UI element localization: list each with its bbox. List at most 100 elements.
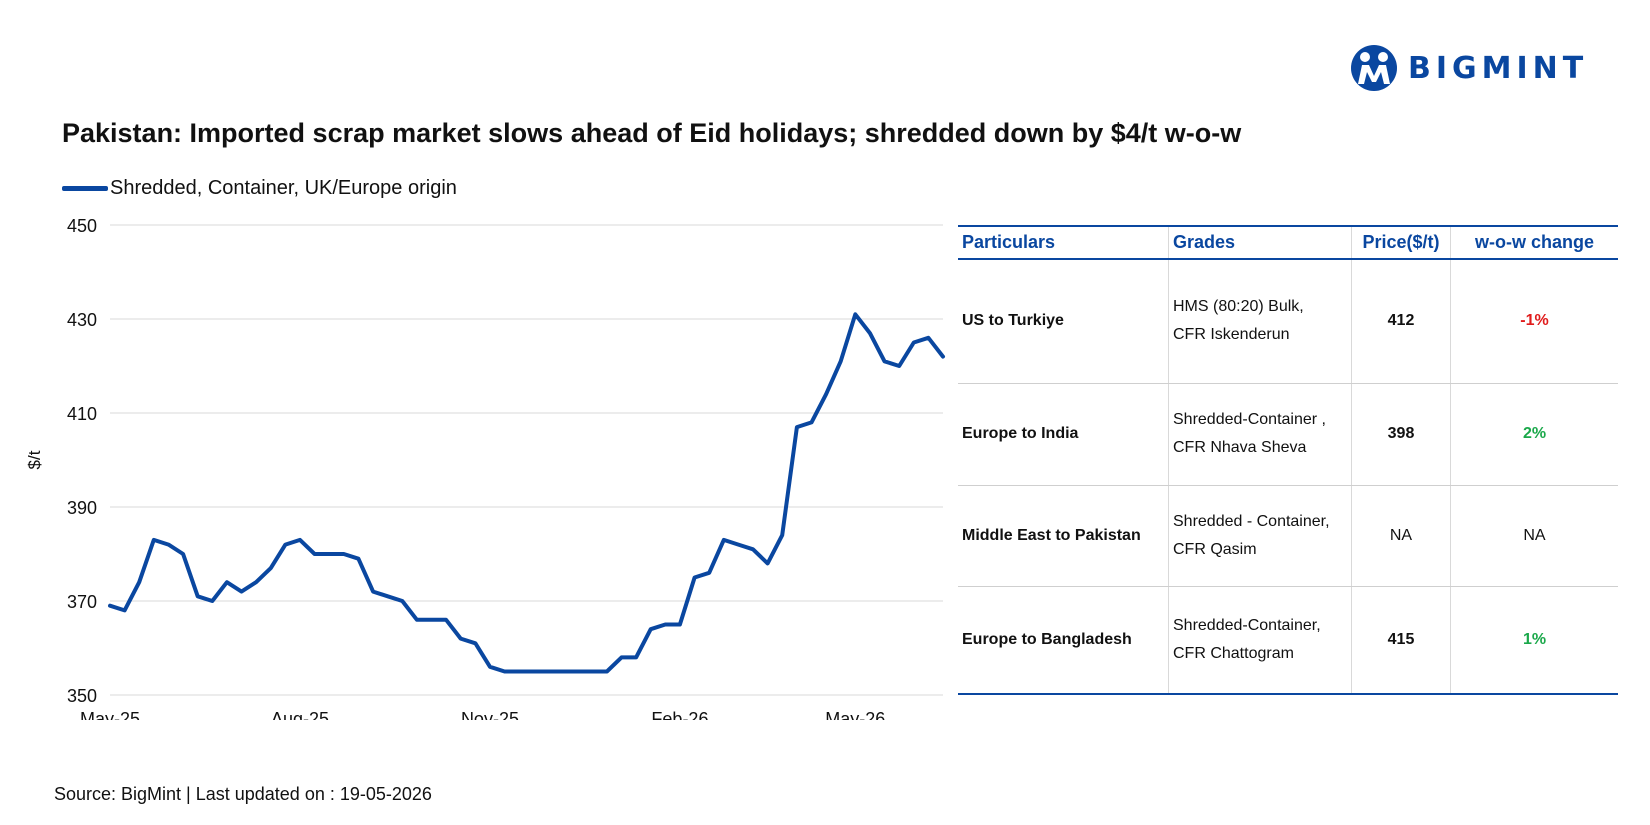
row-change: -1% <box>1450 259 1618 384</box>
y-tick-label: 410 <box>67 404 97 424</box>
table-row: Europe to Bangladesh Shredded-Container,… <box>958 586 1618 695</box>
data-point <box>196 595 199 598</box>
row-grade: Shredded - Container, CFR Qasim <box>1168 485 1352 587</box>
row-grade: HMS (80:20) Bulk, CFR Iskenderun <box>1168 259 1352 384</box>
data-point <box>255 581 258 584</box>
table-row: Middle East to Pakistan Shredded - Conta… <box>958 485 1618 587</box>
data-point <box>766 562 769 565</box>
chart-legend: Shredded, Container, UK/Europe origin <box>62 177 457 200</box>
header-price: Price($/t) <box>1351 225 1451 260</box>
data-point <box>518 670 521 673</box>
x-tick-label: Aug-25 <box>271 709 329 720</box>
y-tick-label: 430 <box>67 310 97 330</box>
row-grade: Shredded-Container, CFR Chattogram <box>1168 586 1352 695</box>
header-grades: Grades <box>1168 225 1352 260</box>
data-point <box>576 670 579 673</box>
data-point <box>386 595 389 598</box>
data-point <box>722 538 725 541</box>
data-point <box>269 567 272 570</box>
data-point <box>693 576 696 579</box>
data-point <box>605 670 608 673</box>
data-point <box>678 623 681 626</box>
data-point <box>737 543 740 546</box>
data-point <box>357 557 360 560</box>
data-point <box>298 538 301 541</box>
data-point <box>152 538 155 541</box>
data-point <box>591 670 594 673</box>
x-tick-label: May-25 <box>80 709 140 720</box>
legend-swatch <box>62 186 108 191</box>
data-point <box>445 618 448 621</box>
data-point <box>211 600 214 603</box>
data-point <box>167 543 170 546</box>
row-particular: US to Turkiye <box>958 259 1169 384</box>
data-point <box>459 637 462 640</box>
data-point <box>225 581 228 584</box>
bigmint-logo: BIGMINT <box>1350 44 1588 92</box>
line-chart: 350 370 390 410 430 450 May-25 Aug-25 Nov-25 Feb-… <box>25 216 945 720</box>
bigmint-logo-icon <box>1351 45 1397 91</box>
data-point <box>328 553 331 556</box>
x-tick-label: Feb-26 <box>651 709 708 720</box>
y-axis-label: $/t <box>25 450 44 469</box>
data-point <box>123 609 126 612</box>
data-point <box>781 534 784 537</box>
x-tick-label: Nov-25 <box>461 709 519 720</box>
data-point <box>854 313 857 316</box>
data-point <box>415 618 418 621</box>
data-point <box>898 365 901 368</box>
data-point <box>430 618 433 621</box>
data-point <box>708 571 711 574</box>
data-point <box>795 426 798 429</box>
y-tick-label: 350 <box>67 686 97 706</box>
row-change: 1% <box>1450 586 1618 695</box>
data-point <box>284 543 287 546</box>
data-point <box>401 600 404 603</box>
bigmint-logo-text: BIGMINT <box>1408 50 1589 86</box>
source-note: Source: BigMint | Last updated on : 19-0… <box>54 784 432 804</box>
series-line <box>108 312 945 674</box>
row-particular: Europe to India <box>958 383 1169 486</box>
data-point <box>927 336 930 339</box>
header-change: w-o-w change <box>1450 225 1618 260</box>
data-point <box>240 590 243 593</box>
row-price: NA <box>1351 485 1451 587</box>
header-particulars: Particulars <box>958 225 1169 260</box>
data-point <box>372 590 375 593</box>
y-tick-label: 390 <box>67 498 97 518</box>
data-point <box>109 604 112 607</box>
data-point <box>182 553 185 556</box>
data-point <box>562 670 565 673</box>
data-point <box>810 421 813 424</box>
row-grade: Shredded-Container , CFR Nhava Sheva <box>1168 383 1352 486</box>
data-point <box>664 623 667 626</box>
data-point <box>883 360 886 363</box>
legend-label: Shredded, Container, UK/Europe origin <box>110 177 457 199</box>
data-point <box>825 393 828 396</box>
price-table: Particulars Grades Price($/t) w-o-w chan… <box>958 225 1618 695</box>
row-change: 2% <box>1450 383 1618 486</box>
row-price: 398 <box>1351 383 1451 486</box>
data-point <box>752 548 755 551</box>
data-point <box>942 355 945 358</box>
row-price: 412 <box>1351 259 1451 384</box>
row-change: NA <box>1450 485 1618 587</box>
x-tick-label: May-26 <box>825 709 885 720</box>
row-particular: Europe to Bangladesh <box>958 586 1169 695</box>
data-point <box>342 553 345 556</box>
y-tick-label: 370 <box>67 592 97 612</box>
data-point <box>503 670 506 673</box>
table-row: US to Turkiye HMS (80:20) Bulk, CFR Isken… <box>958 259 1618 384</box>
data-point <box>488 665 491 668</box>
data-point <box>313 553 316 556</box>
data-point <box>635 656 638 659</box>
chart-title: Pakistan: Imported scrap market slows ah… <box>62 118 1242 148</box>
data-point <box>532 670 535 673</box>
table-header-row: Particulars Grades Price($/t) w-o-w chan… <box>958 225 1618 260</box>
row-particular: Middle East to Pakistan <box>958 485 1169 587</box>
data-point <box>912 341 915 344</box>
table-row: Europe to India Shredded-Container , CFR … <box>958 383 1618 486</box>
y-tick-label: 450 <box>67 216 97 236</box>
data-point <box>649 628 652 631</box>
row-price: 415 <box>1351 586 1451 695</box>
